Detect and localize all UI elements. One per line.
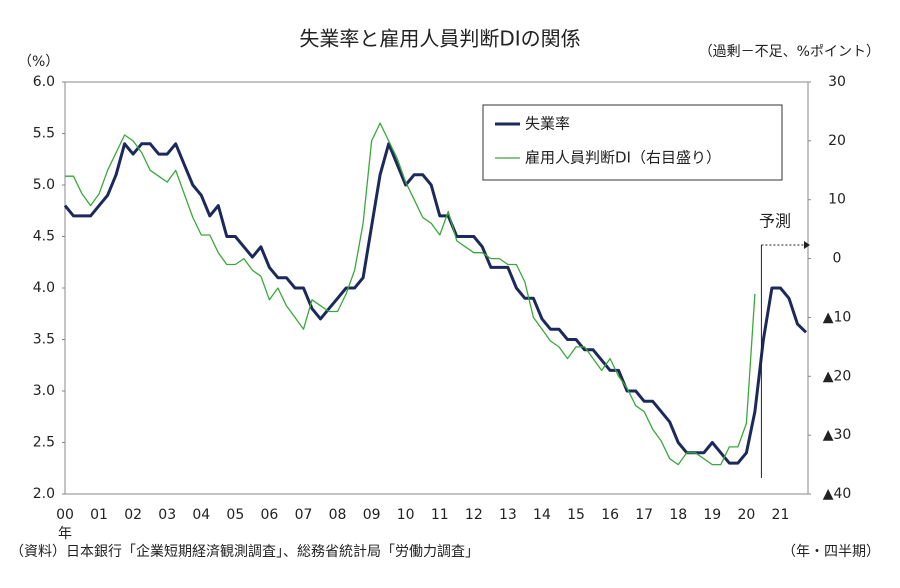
x-tick-label: 08	[329, 507, 347, 523]
x-tick-label: 04	[192, 507, 210, 523]
chart-title: 失業率と雇用人員判断DIの関係	[299, 27, 580, 51]
y2-tick-label: 30	[828, 74, 846, 90]
x-tick-label: 14	[533, 507, 551, 523]
x-tick-label: 17	[635, 507, 653, 523]
y2-tick-label: ▲30	[823, 427, 852, 443]
y-tick-label: 3.0	[33, 383, 55, 399]
y2-tick-label: ▲10	[823, 309, 852, 325]
x-tick-label: 07	[295, 507, 313, 523]
series-line	[63, 142, 808, 465]
forecast-label: 予測	[759, 212, 791, 231]
y2-axis-label: （過剰－不足、%ポイント）	[699, 44, 880, 60]
y-axis-label: （%）	[18, 54, 59, 70]
x-tick-label: 10	[397, 507, 415, 523]
x-tick-label: 21	[772, 507, 790, 523]
x-tick-label: 11	[431, 507, 449, 523]
x-tick-label: 03	[158, 507, 176, 523]
y-tick-label: 5.5	[33, 126, 55, 142]
x-tick-label: 15	[567, 507, 585, 523]
y-tick-label: 5.0	[33, 177, 55, 193]
x-tick-label: 13	[499, 507, 517, 523]
x-tick-label: 06	[260, 507, 278, 523]
y2-tick-label: ▲40	[823, 486, 852, 502]
x-tick-label: 01	[90, 507, 108, 523]
legend-label: 雇用人員判断DI（右目盛り）	[525, 149, 721, 167]
legend-box	[482, 104, 783, 181]
x-tick-label: 00	[56, 507, 74, 523]
y-tick-label: 2.5	[33, 435, 55, 451]
x-tick-label: 16	[601, 507, 619, 523]
y-tick-label: 2.0	[33, 486, 55, 502]
x-tick-label: 12	[465, 507, 483, 523]
series-line	[65, 122, 756, 466]
x-tick-label: 19	[703, 507, 721, 523]
forecast-arrowhead	[804, 241, 810, 249]
y2-tick-label: 20	[828, 133, 846, 149]
x-axis-label: （年・四半期）	[782, 544, 880, 560]
y2-tick-label: 0	[833, 251, 842, 267]
x-unit-label: 年	[58, 526, 72, 542]
x-tick-label: 18	[669, 507, 687, 523]
y-tick-label: 4.0	[33, 280, 55, 296]
x-tick-label: 09	[363, 507, 381, 523]
y-tick-label: 4.5	[33, 229, 55, 245]
x-tick-label: 02	[124, 507, 142, 523]
source-note: （資料）日本銀行「企業短期経済観測調査」、総務省統計局「労働力調査」	[10, 543, 479, 560]
x-tick-label: 05	[226, 507, 244, 523]
y2-tick-label: ▲20	[823, 368, 852, 384]
x-tick-label: 20	[737, 507, 755, 523]
y-tick-label: 6.0	[33, 74, 55, 90]
legend-label: 失業率	[525, 115, 570, 133]
y-tick-label: 3.5	[33, 332, 55, 348]
y2-tick-label: 10	[828, 192, 846, 208]
